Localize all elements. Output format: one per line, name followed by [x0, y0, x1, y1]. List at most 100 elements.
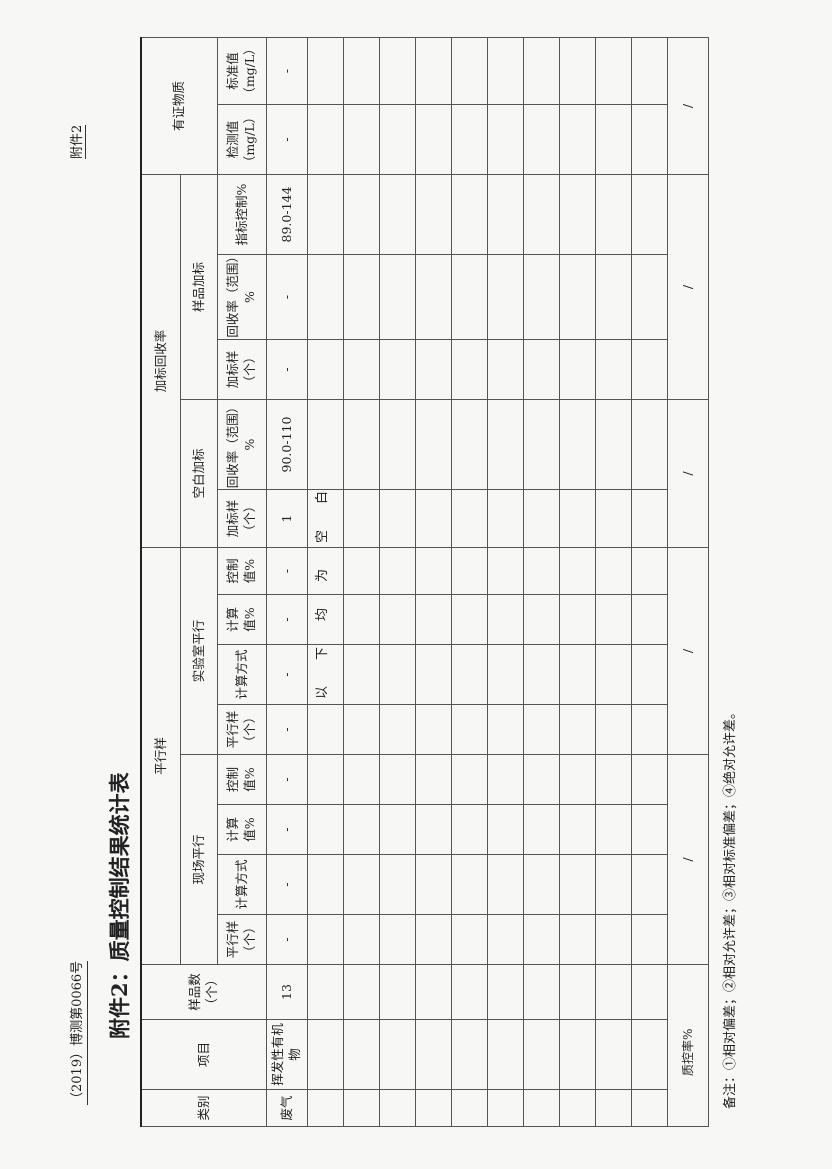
- qc-rate-row: 质控率% / / / / /: [667, 37, 709, 1127]
- empty-cell: [523, 804, 560, 855]
- empty-cell: [343, 399, 380, 490]
- empty-cell: [343, 594, 380, 645]
- empty-cell: [595, 489, 632, 548]
- header-recovery: 加标回收率: [141, 174, 181, 548]
- empty-row: [451, 37, 488, 1127]
- empty-cell: [523, 1019, 560, 1090]
- empty-cell: [523, 1089, 560, 1127]
- empty-cell: [523, 339, 560, 400]
- empty-cell: [415, 1089, 452, 1127]
- empty-cell: [487, 489, 524, 548]
- data-cell: -: [266, 339, 308, 400]
- empty-cell: [559, 104, 596, 175]
- empty-cell: [487, 254, 524, 340]
- empty-cell: [343, 914, 380, 965]
- empty-cell: [379, 547, 416, 595]
- header-lab-parallel: 实验室平行: [180, 547, 218, 755]
- header-sample-spike: 样品加标: [180, 174, 218, 400]
- empty-cell: [559, 914, 596, 965]
- empty-cell: [451, 547, 488, 595]
- empty-cell: [523, 547, 560, 595]
- column-header: 回收率（范围）%: [217, 399, 267, 490]
- empty-cell: [595, 594, 632, 645]
- empty-row: [559, 37, 596, 1127]
- column-header: 平行样（个）: [217, 914, 267, 965]
- empty-cell: [415, 399, 452, 490]
- empty-cell: [451, 104, 488, 175]
- empty-cell: [379, 254, 416, 340]
- empty-cell: [487, 1089, 524, 1127]
- empty-cell: [595, 754, 632, 805]
- empty-cell: [379, 594, 416, 645]
- empty-cell: [307, 1089, 344, 1127]
- empty-cell: [343, 804, 380, 855]
- empty-cell: [487, 399, 524, 490]
- empty-cell: [451, 254, 488, 340]
- qc-rate-value: /: [667, 174, 709, 400]
- empty-cell: [487, 37, 524, 105]
- empty-cell: [523, 704, 560, 755]
- empty-row: [631, 37, 668, 1127]
- empty-cell: [343, 754, 380, 805]
- data-cell: -: [266, 854, 308, 915]
- empty-cell: [487, 594, 524, 645]
- header-parallel: 平行样: [141, 547, 181, 965]
- empty-cell: [523, 174, 560, 255]
- empty-cell: [451, 339, 488, 400]
- header-field-parallel: 现场平行: [180, 754, 218, 965]
- empty-cell: [379, 399, 416, 490]
- empty-cell: [559, 37, 596, 105]
- empty-cell: [343, 174, 380, 255]
- empty-cell: [631, 547, 668, 595]
- empty-cell: [595, 174, 632, 255]
- empty-cell: [379, 754, 416, 805]
- data-cell: 90.0-110: [266, 399, 308, 490]
- header-crm: 有证物质: [141, 37, 218, 175]
- data-cell: -: [266, 594, 308, 645]
- empty-cell: [595, 704, 632, 755]
- qc-rate-value: /: [667, 399, 709, 548]
- empty-cell: [487, 1019, 524, 1090]
- empty-cell: [343, 1089, 380, 1127]
- empty-cell: [631, 854, 668, 915]
- empty-cell: [595, 854, 632, 915]
- data-cell: -: [266, 104, 308, 175]
- empty-cell: [343, 704, 380, 755]
- empty-cell: [451, 644, 488, 705]
- empty-cell: [415, 754, 452, 805]
- empty-cell: [487, 804, 524, 855]
- empty-cell: [307, 1019, 344, 1090]
- empty-cell: [415, 37, 452, 105]
- column-header: 平行样（个）: [217, 704, 267, 755]
- empty-cell: [631, 964, 668, 1020]
- empty-cell: [487, 914, 524, 965]
- empty-cell: [343, 104, 380, 175]
- empty-cell: [415, 104, 452, 175]
- empty-cell: [307, 174, 344, 255]
- empty-cell: [451, 914, 488, 965]
- empty-cell: [451, 754, 488, 805]
- empty-cell: [451, 804, 488, 855]
- empty-cell: [487, 754, 524, 805]
- column-header: 指标控制%: [217, 174, 267, 255]
- empty-cell: [379, 854, 416, 915]
- empty-cell: [559, 399, 596, 490]
- footnote: 备注：①相对偏差；②相对允许差；③相对标准偏差；④绝对允许差。: [723, 705, 738, 1109]
- empty-cell: [451, 489, 488, 548]
- empty-cell: [307, 339, 344, 400]
- cell-item: 挥发性有机物: [266, 1019, 308, 1090]
- empty-cell: [559, 489, 596, 548]
- empty-cell: [559, 964, 596, 1020]
- empty-cell: [343, 1019, 380, 1090]
- empty-cell: [343, 964, 380, 1020]
- column-header: 标准值（mg/L）: [217, 37, 267, 105]
- column-header: 加标样（个）: [217, 489, 267, 548]
- empty-cell: [631, 104, 668, 175]
- empty-cell: [451, 594, 488, 645]
- empty-cell: [379, 704, 416, 755]
- empty-cell: [631, 644, 668, 705]
- empty-cell: [487, 704, 524, 755]
- empty-cell: [595, 339, 632, 400]
- empty-row: [379, 37, 416, 1127]
- empty-cell: [451, 854, 488, 915]
